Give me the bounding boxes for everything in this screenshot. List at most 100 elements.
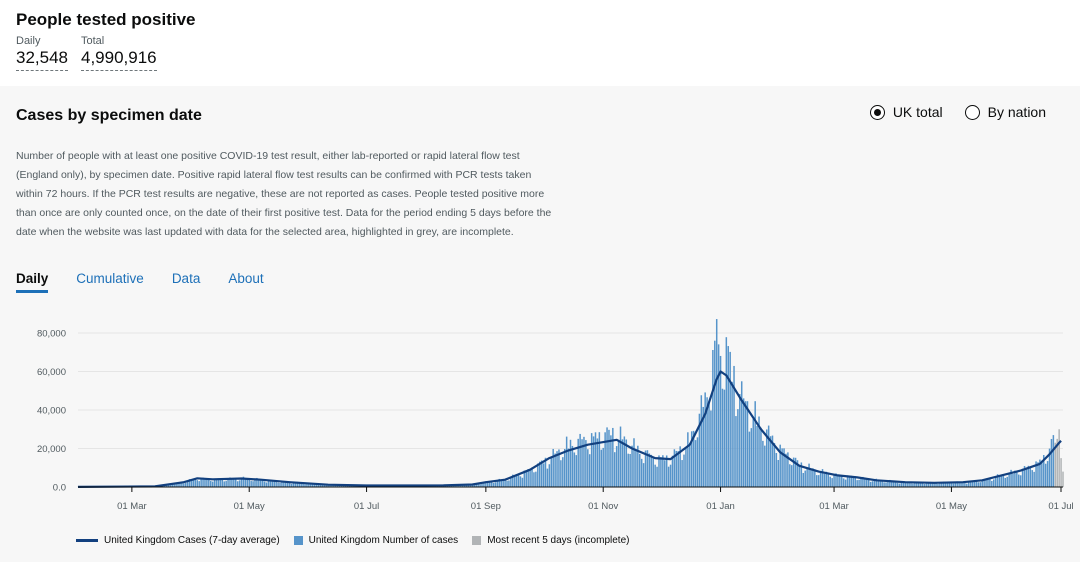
bar bbox=[695, 440, 696, 487]
bar bbox=[597, 438, 598, 487]
daily-value[interactable]: 32,548 bbox=[16, 48, 68, 71]
bar bbox=[654, 465, 655, 487]
bar bbox=[252, 481, 253, 487]
x-tick-label: 01 Jul bbox=[354, 501, 379, 512]
bar bbox=[627, 454, 628, 487]
bar bbox=[562, 457, 563, 487]
tab-daily[interactable]: Daily bbox=[16, 271, 48, 293]
bar bbox=[849, 476, 850, 487]
headline-title: People tested positive bbox=[16, 10, 196, 30]
bar bbox=[831, 478, 832, 487]
bar bbox=[639, 454, 640, 487]
bar bbox=[731, 382, 732, 487]
radio-uk-total[interactable]: UK total bbox=[870, 104, 943, 120]
bar bbox=[1053, 435, 1054, 487]
bar bbox=[497, 481, 498, 487]
bar bbox=[708, 403, 709, 487]
bar bbox=[739, 394, 740, 487]
bar bbox=[535, 472, 536, 487]
bar bbox=[768, 426, 769, 487]
legend-cases-label: United Kingdom Number of cases bbox=[309, 535, 459, 546]
bar bbox=[220, 480, 221, 487]
x-tick-label: 01 Jan bbox=[706, 501, 735, 512]
bar bbox=[789, 464, 790, 487]
bar bbox=[1020, 475, 1021, 487]
y-tick-label: 80,000 bbox=[37, 329, 66, 340]
x-tick-label: 01 Mar bbox=[819, 501, 849, 512]
x-tick-label: 01 Mar bbox=[117, 501, 147, 512]
bar bbox=[1018, 475, 1019, 487]
bar bbox=[687, 432, 688, 487]
legend-item-incomplete[interactable]: Most recent 5 days (incomplete) bbox=[472, 535, 629, 546]
bar bbox=[662, 455, 663, 487]
bar bbox=[685, 448, 686, 487]
bar bbox=[724, 390, 725, 487]
bar bbox=[978, 482, 979, 487]
bar bbox=[514, 476, 515, 487]
cases-panel: Cases by specimen date UK total By natio… bbox=[0, 86, 1080, 562]
bar bbox=[233, 479, 234, 487]
bar bbox=[939, 484, 940, 487]
bar bbox=[1016, 472, 1017, 487]
bar bbox=[1005, 478, 1006, 487]
bar bbox=[1001, 475, 1002, 487]
y-tick-label: 40,000 bbox=[37, 406, 66, 417]
bar bbox=[612, 428, 613, 487]
bar bbox=[643, 463, 644, 487]
bar bbox=[701, 395, 702, 487]
bar bbox=[225, 481, 226, 487]
legend-grey-swatch bbox=[472, 536, 481, 545]
bar bbox=[606, 427, 607, 487]
bar bbox=[635, 451, 636, 487]
tab-data[interactable]: Data bbox=[172, 271, 201, 293]
panel-title: Cases by specimen date bbox=[16, 107, 202, 125]
bar bbox=[878, 481, 879, 487]
radio-by-nation[interactable]: By nation bbox=[965, 104, 1046, 120]
legend-line-swatch bbox=[76, 539, 98, 542]
bar bbox=[858, 480, 859, 487]
bar bbox=[1022, 469, 1023, 487]
bar bbox=[589, 454, 590, 487]
tab-cumulative[interactable]: Cumulative bbox=[76, 271, 144, 293]
bar bbox=[756, 426, 757, 487]
bar bbox=[993, 479, 994, 487]
bar bbox=[754, 401, 755, 487]
bar bbox=[614, 452, 615, 487]
bar bbox=[591, 433, 592, 487]
headline-card: People tested positive Daily 32,548 Tota… bbox=[0, 0, 1080, 86]
bar bbox=[250, 481, 251, 487]
bar bbox=[745, 401, 746, 487]
bar bbox=[872, 481, 873, 487]
bar bbox=[658, 455, 659, 487]
bar bbox=[841, 476, 842, 487]
bar bbox=[677, 451, 678, 487]
bar bbox=[683, 455, 684, 487]
bar bbox=[964, 483, 965, 487]
bar bbox=[541, 461, 542, 487]
tab-about[interactable]: About bbox=[228, 271, 263, 293]
bar bbox=[547, 469, 548, 487]
bar bbox=[770, 436, 771, 487]
x-tick-label: 01 May bbox=[234, 501, 265, 512]
bar bbox=[814, 469, 815, 487]
legend-item-average[interactable]: United Kingdom Cases (7-day average) bbox=[76, 535, 280, 546]
daily-label: Daily bbox=[16, 35, 68, 47]
bar bbox=[1041, 461, 1042, 487]
bar bbox=[791, 465, 792, 487]
bar bbox=[668, 467, 669, 487]
bar-incomplete bbox=[1062, 472, 1063, 487]
bar bbox=[829, 477, 830, 487]
bar bbox=[720, 356, 721, 487]
bar bbox=[853, 478, 854, 487]
bar bbox=[820, 472, 821, 487]
bar bbox=[545, 458, 546, 487]
legend-item-cases[interactable]: United Kingdom Number of cases bbox=[294, 535, 459, 546]
bar bbox=[620, 427, 621, 487]
total-value[interactable]: 4,990,916 bbox=[81, 48, 157, 71]
bar bbox=[828, 475, 829, 487]
bar bbox=[574, 452, 575, 487]
bar bbox=[185, 483, 186, 487]
chart-average-line bbox=[78, 372, 1061, 487]
